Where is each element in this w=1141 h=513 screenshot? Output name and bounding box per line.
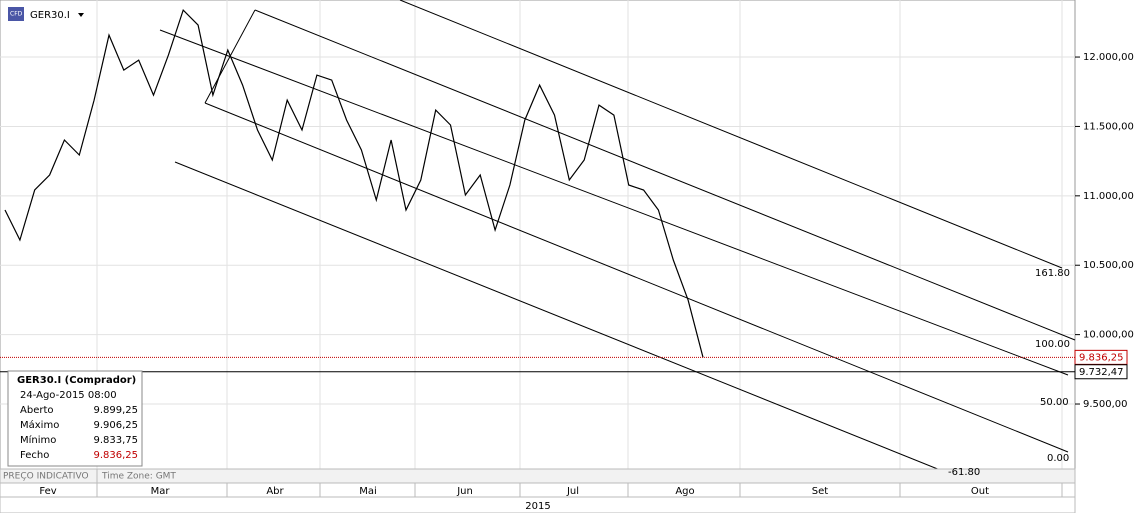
marks <box>0 8 1075 373</box>
info-value: 9.899,25 <box>93 405 138 416</box>
symbol[interactable]: GER30.I <box>30 10 70 21</box>
info-label: Mínimo <box>20 434 56 446</box>
y-tick-label: 10.000,00 <box>1083 330 1134 341</box>
symbol-icon <box>8 7 24 21</box>
fib-label: 161.80 <box>1035 268 1070 279</box>
footer-note: PREÇO INDICATIVO <box>3 472 89 482</box>
y-tick-label: 11.000,00 <box>1083 191 1134 202</box>
info-label: Fecho <box>20 450 49 461</box>
symbol-icon-text: CFD <box>10 11 23 18</box>
fib-line <box>399 0 1063 269</box>
info-box <box>7 370 143 467</box>
fib-label: 50.00 <box>1040 397 1069 408</box>
dropdown-arrow[interactable] <box>78 13 84 17</box>
fib-line <box>204 102 1069 453</box>
x-tick-label: Abr <box>266 486 284 497</box>
x-tick-label: Ago <box>675 486 694 497</box>
fib-line <box>174 161 966 481</box>
x-tick-label: Jun <box>456 486 473 497</box>
x-tick-label: Out <box>971 486 989 497</box>
x-tick-label: Set <box>812 486 829 497</box>
fib-line <box>254 9 1076 341</box>
y-tick-label: 9.500,00 <box>1083 399 1128 410</box>
info-label: Aberto <box>20 405 54 416</box>
y-tick-label: 11.500,00 <box>1083 121 1134 132</box>
price-tag-label: 9.836,25 <box>1079 352 1124 363</box>
info-date: 24-Ago-2015 08:00 <box>20 390 117 401</box>
info-value: 9.836,25 <box>93 450 138 461</box>
plot-area <box>0 0 1076 484</box>
x-tick-label: Jul <box>566 486 579 497</box>
year-label: 2015 <box>525 501 550 512</box>
price-tag-label: 9.732,47 <box>1079 367 1124 378</box>
y-tick-label: 10.500,00 <box>1083 260 1134 271</box>
year-axis <box>0 496 1076 513</box>
fib-label: 100.00 <box>1035 339 1070 350</box>
price-line <box>4 8 704 358</box>
fib-label: -61.80 <box>948 467 980 478</box>
x-tick-label: Mar <box>151 486 171 497</box>
info-rows: Aberto 9.899,25 Máximo 9.906,25 Mínimo 9.833,… <box>20 405 138 461</box>
grid <box>0 0 1075 469</box>
timezone: Time Zone: GMT <box>101 472 176 482</box>
x-tick-label: Fev <box>39 486 56 497</box>
info-title: GER30.I (Comprador) <box>17 375 136 386</box>
price-tag <box>1074 364 1128 380</box>
y-tick-label: 12.000,00 <box>1083 52 1134 63</box>
x-tick-label: Mai <box>359 486 377 497</box>
info-value: 9.833,75 <box>93 435 138 446</box>
info-label: Máximo <box>20 419 59 431</box>
info-value: 9.906,25 <box>93 420 138 431</box>
fib-label: 0.00 <box>1047 453 1069 464</box>
fib-line <box>159 29 1069 376</box>
